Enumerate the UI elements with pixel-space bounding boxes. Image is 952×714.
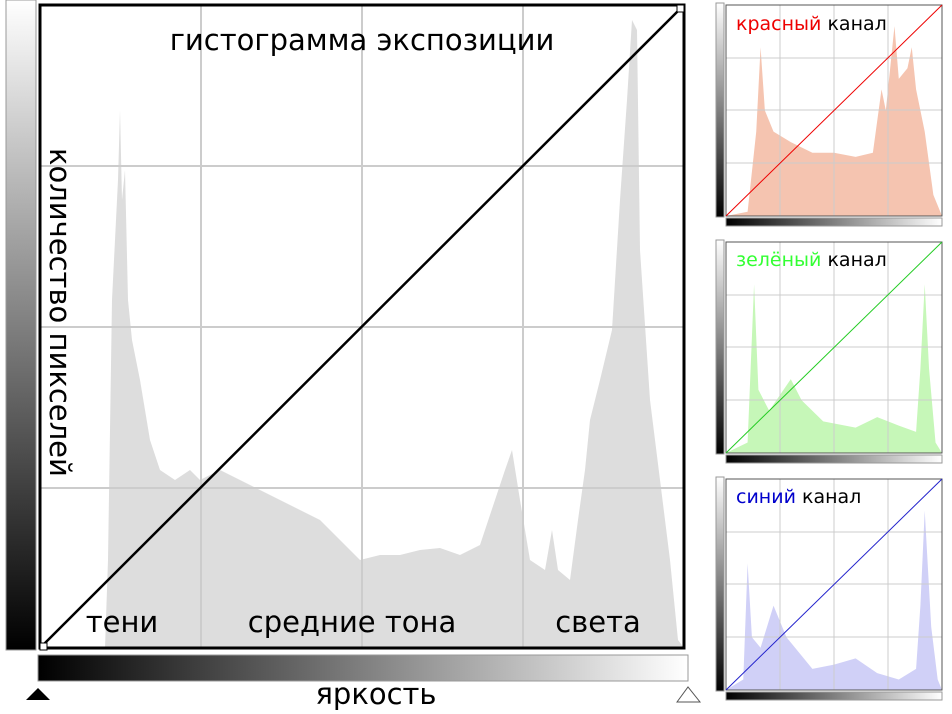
plot-frame — [38, 3, 686, 650]
black-slider — [26, 688, 50, 700]
red-channel-panel: красный канал — [715, 2, 943, 227]
curve — [43, 8, 681, 645]
histogram — [105, 20, 684, 648]
svg-text:красный канал: красный канал — [736, 13, 887, 35]
grid — [40, 5, 684, 648]
x-axis-label: яркость — [315, 677, 436, 711]
svg-text:синий канал: синий канал — [736, 486, 861, 508]
y-axis-label: количество пикселей — [43, 148, 77, 477]
channel-name: зелёный — [736, 249, 821, 271]
svg-text:зелёный канал: зелёный канал — [736, 249, 887, 271]
point — [39, 642, 48, 651]
point — [676, 4, 685, 13]
channel-suffix: канал — [827, 13, 886, 35]
channel-name: красный — [736, 13, 821, 35]
blue-channel-panel: синий канал — [715, 476, 943, 701]
zone-label: средние тона — [248, 605, 456, 639]
white-slider — [676, 686, 702, 703]
green-channel-panel: зелёный канал — [715, 239, 943, 464]
zone-label: тени — [86, 605, 159, 639]
channel-suffix: канал — [827, 249, 886, 271]
zone-label: света — [555, 605, 641, 639]
channel-suffix: канал — [802, 486, 861, 508]
vertical-gradient — [5, 0, 37, 651]
channel-name: синий — [736, 486, 796, 508]
horizontal-gradient — [37, 654, 689, 682]
title: гистограмма экспозиции — [170, 23, 555, 57]
